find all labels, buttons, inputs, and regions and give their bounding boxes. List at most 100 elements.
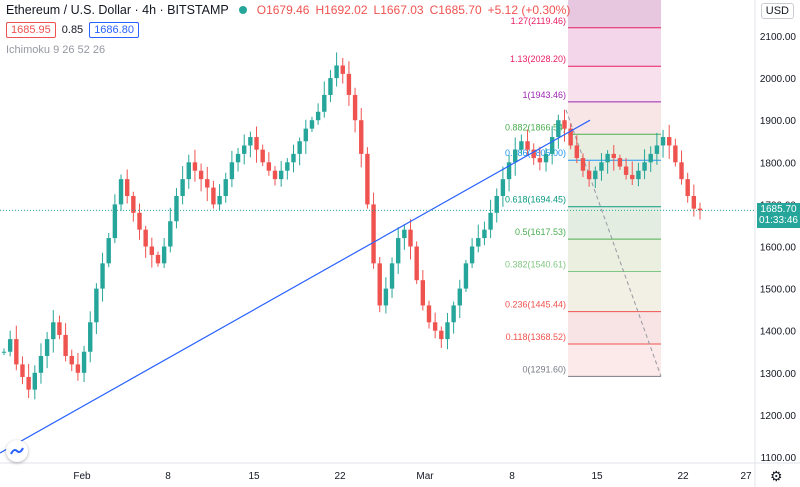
candle-body	[549, 137, 555, 154]
candle-body	[648, 153, 653, 163]
fib-level-label: 0.618(1694.45)	[505, 195, 566, 205]
currency-button[interactable]: USD	[760, 3, 794, 19]
close-value: C1685.70	[429, 3, 482, 17]
candle-body	[88, 322, 93, 352]
candle-body	[697, 208, 703, 211]
sell-button[interactable]: 1685.95	[6, 22, 56, 38]
x-axis-label: 27	[740, 471, 752, 482]
last-price-tag: 1685.70 01:33:46	[757, 203, 800, 228]
x-axis-label: Feb	[73, 471, 91, 482]
candle-body	[586, 170, 592, 180]
fib-level-label: 1.13(2028.20)	[510, 54, 566, 64]
y-axis-label: 2000.00	[760, 74, 797, 85]
candle-body	[556, 120, 561, 138]
candle-body	[315, 111, 321, 121]
y-axis-label: 1400.00	[760, 327, 797, 338]
candle-body	[309, 120, 315, 129]
candle-body	[685, 179, 690, 196]
candle-body	[574, 145, 580, 159]
candle-body	[365, 153, 370, 205]
candle-body	[525, 141, 530, 150]
candle-body	[537, 158, 543, 163]
candle-body	[81, 351, 87, 373]
candle-body	[303, 128, 309, 142]
candle-body	[383, 288, 389, 306]
indicator-legend[interactable]: Ichimoku 9 26 52 26	[6, 44, 106, 56]
trendline	[0, 119, 591, 454]
candle-body	[32, 372, 37, 390]
spread-value: 0.85	[61, 24, 84, 36]
candle-body	[211, 187, 216, 205]
candle-body	[63, 334, 68, 356]
candle-body	[186, 162, 191, 180]
candle-body	[513, 149, 518, 163]
candle-body	[248, 137, 253, 146]
x-axis-label: 15	[248, 471, 260, 482]
trade-row: 1685.95 0.85 1686.80	[6, 22, 139, 38]
candle-body	[654, 145, 660, 154]
candle-body	[266, 162, 272, 171]
candle-body	[94, 288, 99, 323]
x-axis-label: 22	[677, 471, 689, 482]
x-axis-label: Mar	[416, 471, 434, 482]
candle-body	[691, 195, 697, 209]
candle-body	[51, 322, 56, 340]
candle-body	[599, 162, 604, 171]
candle-body	[118, 179, 124, 205]
candle-body	[488, 212, 493, 230]
candle-body	[679, 162, 684, 180]
candle-body	[7, 339, 13, 352]
fib-trend-dashed	[565, 109, 662, 377]
candle-body	[395, 238, 401, 264]
y-axis-label: 1600.00	[760, 243, 797, 254]
candle-body	[322, 94, 327, 112]
candle-body	[519, 141, 524, 150]
candle-body	[272, 170, 278, 180]
candle-body	[168, 221, 173, 247]
candle-body	[371, 204, 376, 264]
symbol-title[interactable]: Ethereum / U.S. Dollar · 4h · BITSTAMP	[6, 3, 229, 17]
candle-body	[137, 212, 142, 230]
candle-body	[420, 280, 426, 306]
candle-body	[593, 170, 598, 180]
candle-body	[402, 229, 407, 239]
candle-body	[630, 174, 635, 180]
candle-body	[389, 263, 395, 289]
candle-body	[57, 322, 62, 335]
candle-body	[155, 254, 161, 264]
candle-body	[180, 179, 185, 196]
candle-body	[205, 179, 210, 188]
candle-body	[359, 120, 364, 154]
candle-body	[229, 162, 235, 180]
candle-body	[352, 94, 358, 121]
y-axis-label: 1800.00	[760, 158, 797, 169]
y-axis-label: 1300.00	[760, 369, 797, 380]
candle-body	[69, 355, 74, 365]
candle-body	[38, 355, 44, 373]
candle-body	[198, 170, 204, 180]
fib-zone	[568, 311, 661, 344]
fib-zone	[568, 343, 661, 377]
candle-body	[149, 246, 155, 255]
candle-body	[161, 246, 167, 264]
fib-level-label: 0.5(1617.53)	[515, 227, 566, 237]
y-axis-label: 1900.00	[760, 116, 797, 127]
candle-body	[469, 246, 475, 264]
bar-countdown: 01:33:46	[759, 215, 798, 226]
low-value: L1667.03	[373, 3, 424, 17]
buy-button[interactable]: 1686.80	[89, 22, 139, 38]
candle-body	[426, 305, 432, 323]
candle-body	[26, 377, 31, 390]
candle-body	[297, 141, 302, 154]
x-axis-label: 8	[165, 471, 171, 482]
fib-level-label: 0.236(1445.44)	[505, 300, 566, 310]
candle-body	[75, 364, 81, 373]
settings-gear-icon[interactable]: ⚙	[770, 468, 783, 484]
candle-body	[112, 204, 118, 239]
candle-body	[617, 158, 623, 167]
candle-body	[44, 339, 50, 356]
tradingview-logo-icon[interactable]	[6, 440, 28, 462]
x-axis-label: 22	[334, 471, 346, 482]
fib-zone	[568, 239, 661, 272]
